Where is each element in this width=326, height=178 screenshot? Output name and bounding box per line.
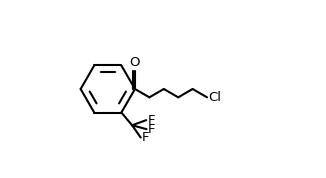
Text: F: F [148, 123, 155, 136]
Text: Cl: Cl [208, 91, 221, 104]
Text: O: O [130, 56, 140, 69]
Text: F: F [147, 114, 155, 127]
Text: F: F [142, 131, 149, 144]
